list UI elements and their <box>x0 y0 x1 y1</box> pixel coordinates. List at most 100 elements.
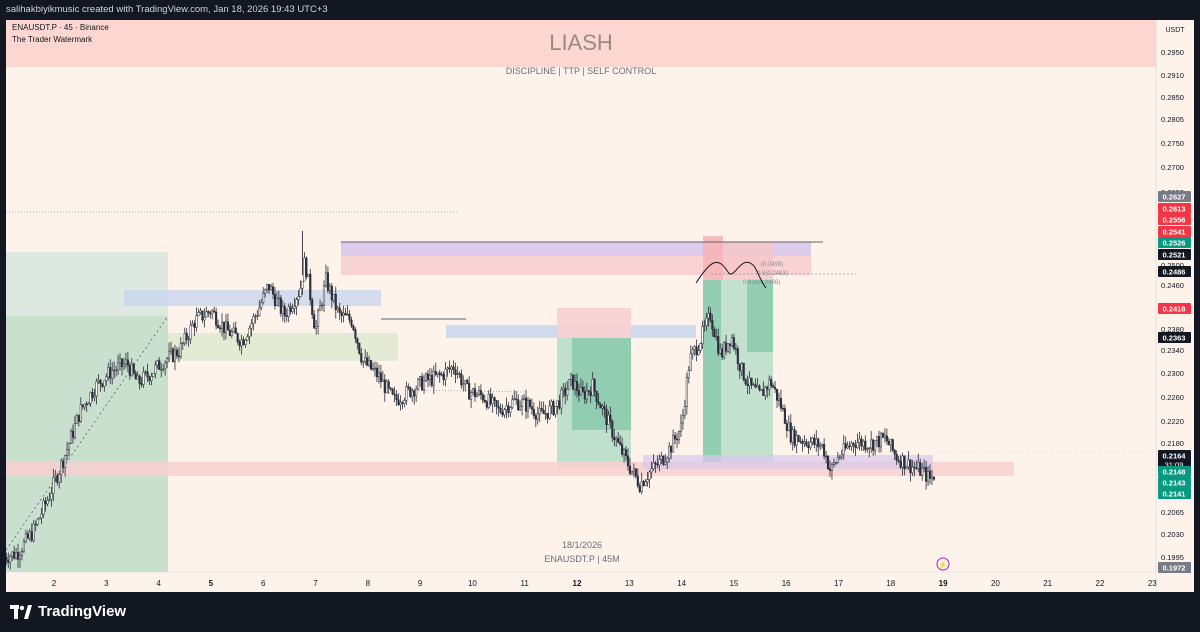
candle-body[interactable] <box>711 320 714 330</box>
price-badge[interactable] <box>1158 191 1191 202</box>
candle-body[interactable] <box>9 556 12 563</box>
candle-body[interactable] <box>220 321 224 330</box>
candle-body[interactable] <box>299 287 302 297</box>
candle-body[interactable] <box>28 531 31 539</box>
candle-body[interactable] <box>927 470 930 482</box>
candle-body[interactable] <box>128 365 131 376</box>
green-fill-zone-3[interactable] <box>747 280 773 352</box>
candle-body[interactable] <box>397 399 400 405</box>
candle-body[interactable] <box>783 408 786 424</box>
candle-body[interactable] <box>232 327 235 333</box>
candle-body[interactable] <box>789 422 792 443</box>
candle-body[interactable] <box>691 349 694 355</box>
candle-body[interactable] <box>515 398 518 400</box>
candle-body[interactable] <box>399 402 402 405</box>
candle-body[interactable] <box>705 317 708 326</box>
candle-body[interactable] <box>519 406 522 411</box>
candle-body[interactable] <box>289 306 292 312</box>
candle-body[interactable] <box>846 445 849 449</box>
candle-body[interactable] <box>22 541 25 552</box>
candle-body[interactable] <box>701 326 704 344</box>
candle-body[interactable] <box>825 455 828 458</box>
candle-body[interactable] <box>717 336 720 354</box>
candle-body[interactable] <box>118 358 122 364</box>
candle-body[interactable] <box>293 306 296 309</box>
candle-body[interactable] <box>336 307 339 310</box>
candle-body[interactable] <box>54 475 57 478</box>
candle-body[interactable] <box>603 406 606 410</box>
candle-body[interactable] <box>166 358 169 363</box>
candle-body[interactable] <box>762 389 765 396</box>
candle-body[interactable] <box>193 323 196 328</box>
candle-body[interactable] <box>689 353 692 371</box>
candle-body[interactable] <box>213 310 216 313</box>
candle-body[interactable] <box>122 363 126 367</box>
candle-body[interactable] <box>162 368 165 371</box>
candle-body[interactable] <box>887 440 890 446</box>
candle-body[interactable] <box>868 447 871 450</box>
candle-body[interactable] <box>50 493 53 500</box>
candle-body[interactable] <box>444 368 447 380</box>
candle-body[interactable] <box>909 459 912 474</box>
candle-body[interactable] <box>211 310 214 315</box>
candle-body[interactable] <box>109 367 112 379</box>
candle-body[interactable] <box>575 380 579 392</box>
candle-body[interactable] <box>707 312 710 319</box>
price-badge[interactable] <box>1158 562 1191 573</box>
candle-body[interactable] <box>593 379 596 392</box>
candle-body[interactable] <box>917 462 920 469</box>
candle-body[interactable] <box>430 374 433 386</box>
candle-body[interactable] <box>405 386 408 401</box>
candle-body[interactable] <box>134 372 137 380</box>
candle-body[interactable] <box>538 408 541 415</box>
candle-body[interactable] <box>864 440 867 450</box>
currency-label[interactable]: USDT <box>1165 27 1185 34</box>
candle-body[interactable] <box>381 379 384 382</box>
candle-body[interactable] <box>169 348 173 352</box>
candle-body[interactable] <box>11 551 14 557</box>
candle-body[interactable] <box>828 468 832 471</box>
price-badge[interactable] <box>1158 214 1191 225</box>
candle-body[interactable] <box>271 286 275 295</box>
candle-body[interactable] <box>322 285 326 306</box>
candle-body[interactable] <box>921 467 924 476</box>
candle-body[interactable] <box>305 257 308 277</box>
candle-body[interactable] <box>736 348 739 365</box>
candle-body[interactable] <box>448 367 451 370</box>
price-badge[interactable] <box>1158 450 1191 470</box>
candle-body[interactable] <box>552 401 555 415</box>
candle-body[interactable] <box>530 406 533 410</box>
price-badge[interactable] <box>1158 488 1191 499</box>
candle-body[interactable] <box>685 377 688 407</box>
symbol-legend[interactable]: ENAUSDT.P · 45 · Binance <box>12 23 109 32</box>
candle-body[interactable] <box>793 429 796 446</box>
candle-body[interactable] <box>666 457 669 463</box>
price-badge[interactable] <box>1158 466 1191 477</box>
price-badge[interactable] <box>1158 237 1191 248</box>
blue-zone-1[interactable] <box>124 290 381 306</box>
candle-body[interactable] <box>501 411 504 416</box>
candle-body[interactable] <box>285 315 288 317</box>
candle-body[interactable] <box>732 337 735 349</box>
candle-body[interactable] <box>652 462 655 469</box>
candle-body[interactable] <box>411 390 414 397</box>
candle-body[interactable] <box>752 384 755 386</box>
candle-body[interactable] <box>487 393 490 408</box>
candle-body[interactable] <box>36 518 39 525</box>
green-fill-zone-1[interactable] <box>572 338 631 430</box>
candle-body[interactable] <box>726 343 730 352</box>
candle-body[interactable] <box>595 390 598 402</box>
candle-body[interactable] <box>568 379 571 390</box>
candle-body[interactable] <box>115 369 118 372</box>
candle-body[interactable] <box>20 551 24 556</box>
candle-body[interactable] <box>244 339 247 345</box>
candle-body[interactable] <box>572 374 575 390</box>
candle-body[interactable] <box>832 462 835 465</box>
candle-body[interactable] <box>191 323 194 326</box>
candle-body[interactable] <box>546 413 549 419</box>
candle-body[interactable] <box>670 446 673 453</box>
candle-body[interactable] <box>230 331 233 336</box>
candle-body[interactable] <box>925 467 928 482</box>
candle-body[interactable] <box>91 392 94 398</box>
candle-body[interactable] <box>62 460 65 468</box>
